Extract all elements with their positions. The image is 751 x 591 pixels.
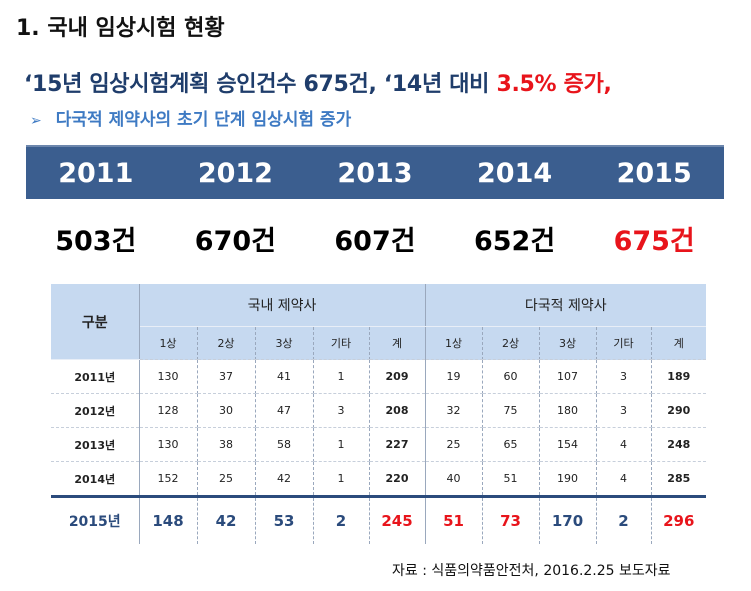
table-cell: 53 (255, 495, 314, 544)
table-cell: 19 (425, 359, 483, 394)
count-2012: 670건 (194, 225, 276, 257)
subheadline-text: 다국적 제약사의 초기 단계 임상시험 증가 (55, 110, 352, 130)
subheader-mn-other: 기타 (596, 326, 652, 360)
subheader-dom-phase1: 1상 (139, 326, 198, 360)
table-cell: 1 (313, 461, 370, 497)
table-row: 2013년 130 38 58 1 227 25 65 154 4 248 (51, 427, 707, 462)
table-cell: 38 (197, 427, 256, 462)
table-cell: 3 (596, 393, 652, 428)
table-cell: 152 (139, 461, 198, 497)
table-cell: 1 (313, 359, 370, 394)
count-2015: 675건 (613, 225, 695, 257)
table-cell: 51 (482, 461, 540, 497)
subheader-dom-phase3: 3상 (255, 326, 314, 360)
headline: ‘15년 임상시험계획 승인건수 675건, ‘14년 대비 3.5% 증가, (24, 66, 612, 98)
table-cell: 42 (255, 461, 314, 497)
header-gubun: 구분 (51, 284, 140, 360)
subheader-dom-other: 기타 (313, 326, 370, 360)
table-cell: 290 (651, 393, 707, 428)
table-cell: 37 (197, 359, 256, 394)
year-2012: 2012 (197, 157, 273, 189)
row-year: 2014년 (51, 461, 140, 497)
table-cell: 41 (255, 359, 314, 394)
table-cell: 107 (539, 359, 597, 394)
table-cell: 130 (139, 427, 198, 462)
table-cell: 40 (425, 461, 483, 497)
table-cell: 190 (539, 461, 597, 497)
table-cell: 51 (425, 495, 483, 544)
row-year: 2011년 (51, 359, 140, 394)
table-cell: 47 (255, 393, 314, 428)
table-cell: 75 (482, 393, 540, 428)
table-cell: 30 (197, 393, 256, 428)
table-cell: 4 (596, 461, 652, 497)
count-2013: 607건 (334, 225, 416, 257)
table-cell: 65 (482, 427, 540, 462)
table-cell: 3 (596, 359, 652, 394)
table-cell: 25 (197, 461, 256, 497)
table-cell: 2 (313, 495, 370, 544)
trial-phase-table: 구분 국내 제약사 다국적 제약사 1상 2상 3상 기타 계 1상 2상 3상… (51, 284, 707, 544)
table-cell: 154 (539, 427, 597, 462)
table-cell: 296 (651, 495, 707, 544)
subheader-mn-total: 계 (651, 326, 707, 360)
row-year: 2012년 (51, 393, 140, 428)
table-row: 2012년 128 30 47 3 208 32 75 180 3 290 (51, 393, 707, 428)
year-2013: 2013 (337, 157, 413, 189)
total-row-2015: 2015년 148 42 53 2 245 51 73 170 2 296 (51, 495, 707, 544)
table-cell: 180 (539, 393, 597, 428)
table-cell: 25 (425, 427, 483, 462)
table-cell: 3 (313, 393, 370, 428)
table-cell: 42 (197, 495, 256, 544)
table-cell: 209 (369, 359, 426, 394)
table-cell: 170 (539, 495, 597, 544)
table-cell: 208 (369, 393, 426, 428)
table-cell: 60 (482, 359, 540, 394)
arrow-bullet-icon: ➢ (30, 113, 42, 129)
table-cell: 220 (369, 461, 426, 497)
subheader-mn-phase1: 1상 (425, 326, 483, 360)
table-row: 2011년 130 37 41 1 209 19 60 107 3 189 (51, 359, 707, 394)
table-cell: 58 (255, 427, 314, 462)
table-cell: 189 (651, 359, 707, 394)
year-2011: 2011 (58, 157, 134, 189)
row-year: 2015년 (51, 495, 140, 544)
table-cell: 130 (139, 359, 198, 394)
source-note: 자료 : 식품의약품안전처, 2016.2.25 보도자료 (392, 563, 671, 579)
table-cell: 128 (139, 393, 198, 428)
approval-counts: 503건 670건 607건 652건 675건 (26, 210, 724, 266)
page-title: 1. 국내 임상시험 현황 (16, 16, 225, 41)
table-cell: 248 (651, 427, 707, 462)
headline-text: ‘15년 임상시험계획 승인건수 675건, ‘14년 대비 (24, 72, 497, 97)
table-row: 2014년 152 25 42 1 220 40 51 190 4 285 (51, 461, 706, 497)
subheader-dom-phase2: 2상 (197, 326, 256, 360)
headline-highlight: 3.5% 증가, (496, 72, 612, 97)
subheader-mn-phase3: 3상 (539, 326, 597, 360)
year-2014: 2014 (477, 157, 553, 189)
subheader-mn-phase2: 2상 (482, 326, 540, 360)
subheader-dom-total: 계 (369, 326, 426, 360)
year-2015: 2015 (616, 157, 692, 189)
table-cell: 73 (482, 495, 540, 544)
subheadline: ➢ 다국적 제약사의 초기 단계 임상시험 증가 (30, 105, 351, 130)
table-cell: 148 (139, 495, 198, 544)
count-2014: 652건 (473, 225, 556, 257)
table-cell: 32 (425, 393, 483, 428)
header-domestic: 국내 제약사 (139, 284, 426, 327)
table-cell: 4 (596, 427, 652, 462)
row-year: 2013년 (51, 427, 140, 462)
header-multinational: 다국적 제약사 (425, 284, 707, 327)
table-cell: 285 (667, 472, 691, 485)
table-cell: 2 (596, 495, 652, 544)
count-2011: 503건 (55, 225, 137, 257)
year-bar: 2011 2012 2013 2014 2015 (26, 145, 724, 199)
table-cell: 1 (313, 427, 370, 462)
table-cell: 245 (369, 495, 426, 544)
table-cell: 227 (369, 427, 426, 462)
